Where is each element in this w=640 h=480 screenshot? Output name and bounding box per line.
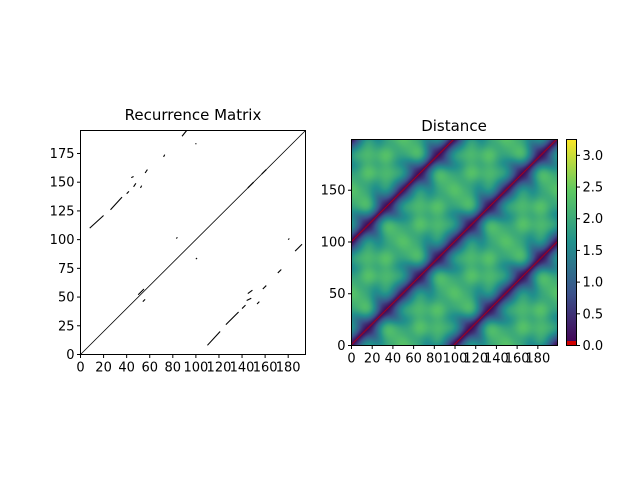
colorbar-gradient bbox=[566, 139, 576, 345]
x-tick-label: 60 bbox=[405, 352, 422, 367]
colorbar-tick-label: 1.0 bbox=[583, 276, 604, 291]
x-tick-label: 100 bbox=[443, 352, 468, 367]
recurrence-segment bbox=[261, 169, 267, 175]
recurrence-segment bbox=[89, 215, 104, 229]
colorbar-tick-label: 1.5 bbox=[583, 244, 604, 259]
y-tick-label: 150 bbox=[50, 176, 75, 191]
y-tick-label: 50 bbox=[329, 287, 346, 302]
recurrence-segment bbox=[277, 269, 282, 274]
recurrence-marks bbox=[80, 130, 306, 355]
x-tick-label: 20 bbox=[95, 361, 112, 376]
recurrence-segment bbox=[142, 298, 146, 303]
recurrence-segment bbox=[225, 311, 239, 326]
recurrence-segment bbox=[241, 304, 246, 309]
y-tick-label: 175 bbox=[50, 147, 75, 162]
recurrence-chart: Recurrence Matrix 0 20 40 60 80 1001201401601… bbox=[50, 106, 306, 376]
x-tick-label: 40 bbox=[118, 361, 135, 376]
colorbar-threshold-band bbox=[566, 341, 576, 345]
y-tick-label: 150 bbox=[321, 184, 346, 199]
colorbar-frame bbox=[566, 139, 577, 346]
recurrence-segment bbox=[294, 243, 303, 252]
distance-frame bbox=[351, 139, 558, 346]
x-tick-label: 60 bbox=[141, 361, 158, 376]
y-tick-label: 100 bbox=[321, 235, 346, 250]
recurrence-segment bbox=[246, 297, 252, 302]
recurrence-diagonal bbox=[80, 130, 306, 355]
x-tick-label: 140 bbox=[484, 352, 509, 367]
x-tick-label: 100 bbox=[183, 361, 208, 376]
y-tick-label: 100 bbox=[50, 233, 75, 248]
recurrence-segment bbox=[247, 181, 254, 189]
colorbar-axis: 0.0 0.5 1.0 1.5 2.0 2.5 3.0 bbox=[576, 149, 604, 354]
distance-y-axis: 0 50 100 150 bbox=[321, 184, 352, 354]
distance-title: Distance bbox=[421, 117, 487, 135]
x-tick-label: 80 bbox=[426, 352, 443, 367]
recurrence-segment bbox=[207, 331, 221, 346]
recurrence-segment bbox=[137, 288, 145, 296]
recurrence-segment bbox=[126, 190, 130, 195]
colorbar-tick-label: 2.0 bbox=[583, 212, 604, 227]
recurrence-segment bbox=[195, 257, 198, 260]
x-tick-label: 0 bbox=[76, 361, 84, 376]
recurrence-segment bbox=[181, 130, 188, 137]
x-tick-label: 160 bbox=[253, 361, 278, 376]
recurrence-segment bbox=[133, 183, 137, 188]
x-tick-label: 40 bbox=[385, 352, 402, 367]
recurrence-segment bbox=[262, 285, 267, 290]
colorbar-tick-label: 2.5 bbox=[583, 181, 604, 196]
x-tick-label: 0 bbox=[347, 352, 355, 367]
colorbar-tick-label: 3.0 bbox=[583, 149, 604, 164]
colorbar: 0.0 0.5 1.0 1.5 2.0 2.5 3.0 bbox=[566, 139, 603, 354]
x-tick-label: 80 bbox=[165, 361, 182, 376]
x-tick-label: 160 bbox=[505, 352, 530, 367]
x-tick-label: 180 bbox=[276, 361, 301, 376]
y-tick-label: 75 bbox=[58, 262, 75, 277]
x-tick-label: 120 bbox=[463, 352, 488, 367]
colorbar-tick-label: 0.5 bbox=[583, 307, 604, 322]
x-tick-label: 140 bbox=[230, 361, 255, 376]
x-tick-label: 120 bbox=[207, 361, 232, 376]
recurrence-segment bbox=[163, 154, 166, 158]
distance-heatmap bbox=[351, 139, 557, 345]
recurrence-segment bbox=[144, 169, 148, 174]
recurrence-segment bbox=[256, 301, 260, 305]
y-tick-label: 25 bbox=[58, 319, 75, 334]
recurrence-segment bbox=[140, 185, 143, 189]
y-tick-label: 50 bbox=[58, 291, 75, 306]
x-tick-label: 180 bbox=[525, 352, 550, 367]
y-tick-label: 0 bbox=[66, 348, 74, 363]
recurrence-title: Recurrence Matrix bbox=[125, 106, 262, 124]
y-tick-label: 0 bbox=[337, 339, 345, 354]
x-tick-label: 20 bbox=[364, 352, 381, 367]
recurrence-segment bbox=[247, 289, 253, 295]
recurrence-frame bbox=[80, 130, 306, 355]
recurrence-segment bbox=[287, 238, 290, 241]
recurrence-segment bbox=[175, 236, 178, 239]
colorbar-tick-label: 0.0 bbox=[583, 339, 604, 354]
recurrence-segment bbox=[131, 175, 134, 179]
recurrence-segment bbox=[110, 196, 123, 211]
recurrence-y-axis: 0 25 50 75 100 125 150 175 bbox=[50, 147, 81, 363]
y-tick-label: 125 bbox=[50, 204, 75, 219]
